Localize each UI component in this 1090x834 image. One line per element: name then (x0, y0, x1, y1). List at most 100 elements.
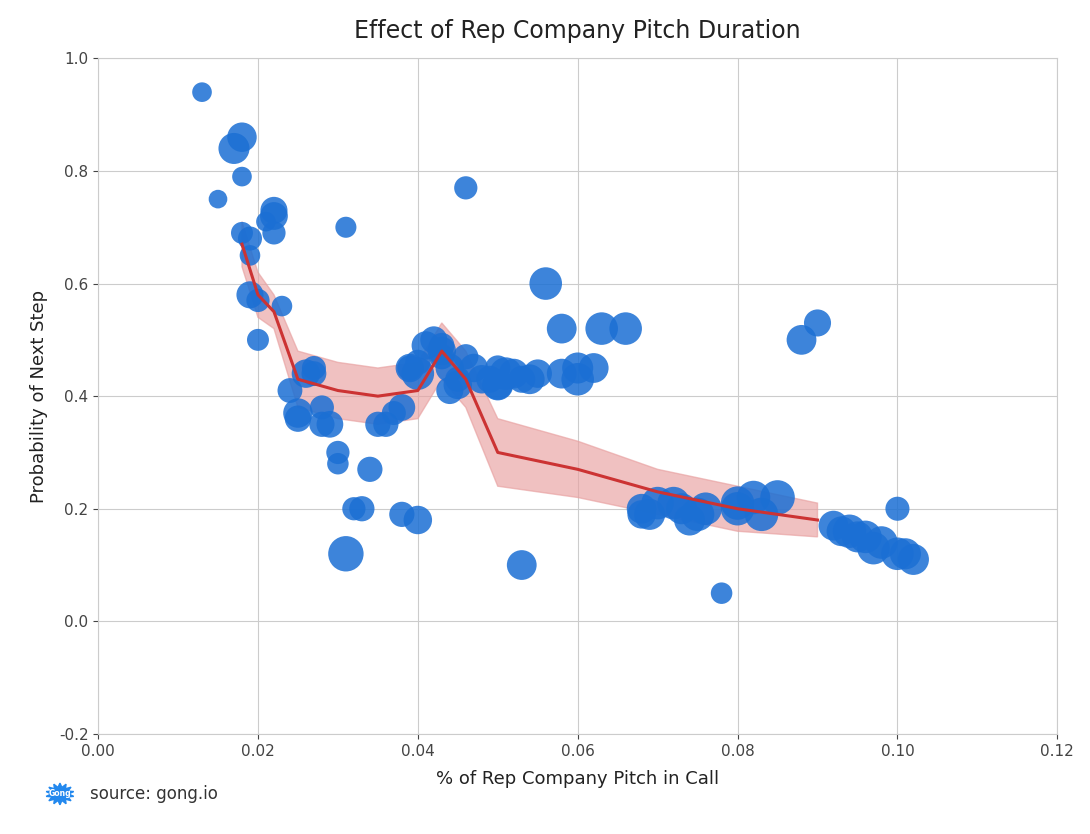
Point (529, 367, 546, 380)
Point (241, 249, 258, 262)
Point (274, 299, 291, 313)
Point (241, 232, 258, 245)
Point (857, 530, 874, 544)
Point (370, 418, 387, 431)
Polygon shape (242, 222, 818, 537)
Point (521, 373, 538, 386)
Point (313, 418, 330, 431)
Point (233, 170, 251, 183)
Point (433, 350, 450, 364)
Point (329, 445, 347, 459)
Point (233, 131, 251, 144)
Point (233, 226, 251, 239)
Point (537, 277, 555, 290)
Point (649, 496, 666, 510)
Point (729, 496, 747, 510)
Point (729, 502, 747, 515)
Point (864, 541, 882, 555)
Point (840, 525, 858, 538)
Point (250, 294, 267, 307)
Point (465, 361, 483, 374)
Point (641, 508, 658, 521)
Point (401, 361, 419, 374)
Point (417, 339, 435, 352)
Point (513, 559, 531, 572)
Point (497, 367, 514, 380)
Point (888, 502, 906, 515)
Point (385, 406, 402, 420)
Point (441, 361, 459, 374)
Point (489, 361, 507, 374)
Point (305, 367, 323, 380)
Point (457, 350, 474, 364)
Point (481, 373, 498, 386)
Point (346, 502, 363, 515)
Point (792, 333, 810, 347)
Point (457, 181, 474, 194)
Point (809, 316, 826, 329)
Point (441, 384, 459, 397)
Point (489, 379, 507, 392)
Point (449, 379, 467, 392)
Point (888, 547, 906, 560)
Point (289, 406, 306, 420)
Point (193, 85, 210, 98)
Point (633, 508, 651, 521)
Point (665, 496, 682, 510)
Point (553, 322, 570, 335)
Point (353, 502, 371, 515)
Point (329, 457, 347, 470)
Point (905, 553, 922, 566)
Point (569, 361, 586, 374)
Point (377, 418, 395, 431)
Title: Effect of Rep Company Pitch Duration: Effect of Rep Company Pitch Duration (354, 18, 801, 43)
Point (673, 502, 690, 515)
Point (401, 361, 419, 374)
Point (241, 289, 258, 302)
Point (226, 142, 243, 155)
Point (569, 373, 586, 386)
Point (744, 490, 762, 504)
Point (433, 344, 450, 358)
Point (361, 463, 378, 476)
Point (409, 367, 426, 380)
Point (873, 535, 891, 549)
Point (265, 203, 282, 217)
Y-axis label: Probability of Next Step: Probability of Next Step (29, 289, 48, 503)
Point (473, 373, 490, 386)
X-axis label: % of Rep Company Pitch in Call: % of Rep Company Pitch in Call (436, 770, 719, 788)
Point (393, 508, 411, 521)
Point (849, 530, 867, 544)
Point (433, 339, 450, 352)
Text: Gong: Gong (49, 790, 71, 798)
Point (833, 525, 850, 538)
Point (305, 361, 323, 374)
Point (689, 508, 706, 521)
Point (553, 367, 570, 380)
Point (209, 193, 227, 206)
Point (585, 361, 603, 374)
Point (337, 547, 354, 560)
Point (897, 547, 915, 560)
Point (409, 355, 426, 369)
Point (289, 412, 306, 425)
Point (313, 401, 330, 414)
Point (265, 226, 282, 239)
Point (257, 215, 275, 229)
Point (265, 209, 282, 223)
Point (281, 384, 299, 397)
Point (449, 373, 467, 386)
Point (505, 367, 522, 380)
Point (489, 379, 507, 392)
Point (298, 367, 315, 380)
Point (768, 490, 786, 504)
Point (825, 519, 843, 532)
Point (322, 418, 339, 431)
Point (713, 586, 730, 600)
Point (425, 333, 443, 347)
Point (393, 401, 411, 414)
Point (697, 502, 714, 515)
Point (337, 221, 354, 234)
Point (633, 502, 651, 515)
Point (593, 322, 610, 335)
